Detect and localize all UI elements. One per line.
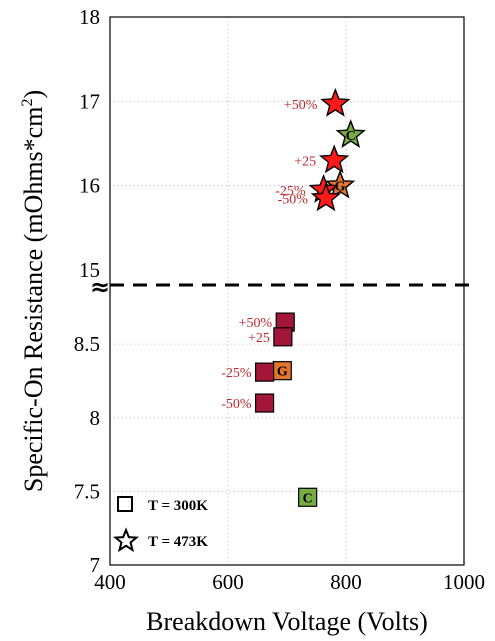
markers: C G G C <box>254 87 366 507</box>
annotations: +50%+25-25%-50%+50%+25-25%-50% <box>221 98 317 412</box>
legend-label-300k: T = 300K <box>148 498 208 514</box>
y-axis-title-superscript: 2 <box>19 99 36 107</box>
point-annotation: +25 <box>294 154 316 169</box>
y-tick-label: 8.5 <box>74 332 100 356</box>
y-tick-label: 15 <box>79 258 100 282</box>
marker-letter: C <box>303 491 313 506</box>
y-axis-title-main: Specific-On Resistance (mOhms*cm <box>19 107 48 493</box>
point-annotation: -50% <box>278 192 309 207</box>
x-axis-title: Breakdown Voltage (Volts) <box>146 607 428 636</box>
x-tick-label: 600 <box>212 570 244 594</box>
data-point-square <box>254 362 275 382</box>
tick-labels: 400 600 800 1000 15 16 17 18 7 7.5 8 8.5 <box>74 5 485 594</box>
x-tick-label: 1000 <box>443 570 485 594</box>
point-annotation: -25% <box>275 184 306 199</box>
y-tick-label: 18 <box>79 5 100 29</box>
data-point-square <box>298 487 318 507</box>
y-axis-title-close: ) <box>19 90 48 99</box>
y-tick-label: 7.5 <box>74 479 100 503</box>
legend-square-marker <box>117 496 133 512</box>
point-annotation: +50% <box>239 316 273 331</box>
data-point-star <box>319 144 350 174</box>
y-tick-label: 17 <box>79 89 100 113</box>
data-point-square <box>273 327 293 347</box>
point-annotation: -25% <box>221 366 252 381</box>
data-point-star <box>324 169 356 199</box>
data-point-star <box>310 182 342 212</box>
point-annotation: +50% <box>284 98 318 113</box>
x-tick-label: 400 <box>94 570 126 594</box>
point-annotation: -50% <box>221 397 252 412</box>
point-annotation: +25 <box>248 331 270 346</box>
marker-letter: G <box>335 180 346 195</box>
plot-frame <box>109 16 465 566</box>
y-tick-label: 7 <box>90 553 101 577</box>
marker-letter: C <box>346 129 356 144</box>
data-point-square <box>254 393 275 413</box>
data-point-star <box>320 87 351 117</box>
y-axis-title: Specific-On Resistance (mOhms*cm2) <box>19 90 48 492</box>
legend-label-473k: T = 473K <box>148 534 208 550</box>
data-point-star <box>335 119 366 148</box>
y-tick-label: 8 <box>90 406 101 430</box>
legend-star-marker <box>112 527 140 553</box>
y-tick-label: 16 <box>79 174 100 198</box>
legend: T = 300K T = 473K <box>112 496 208 553</box>
x-tick-label: 800 <box>330 570 362 594</box>
marker-letter: G <box>277 365 288 380</box>
axis-break-symbol: ≈ <box>90 273 110 301</box>
